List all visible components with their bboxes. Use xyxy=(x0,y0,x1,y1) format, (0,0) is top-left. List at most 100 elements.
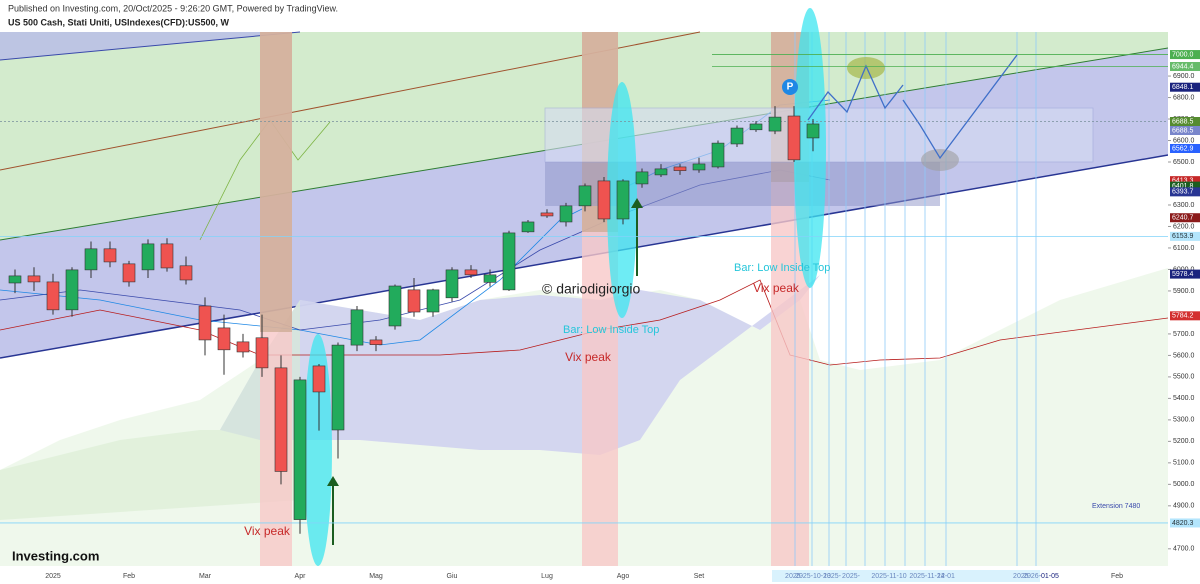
candle-body xyxy=(445,269,459,299)
candle-body xyxy=(8,275,22,284)
candle-body xyxy=(673,166,687,171)
candle-body xyxy=(407,289,421,313)
y-tick-label: 6300.0 xyxy=(1173,202,1195,209)
candle-body xyxy=(27,275,41,283)
price-label-box xyxy=(1170,518,1200,528)
plot-decor xyxy=(0,8,1169,566)
annotation: Bar: Low Inside Top xyxy=(563,324,659,336)
candle-body xyxy=(141,243,155,271)
price-label: 6413.3 xyxy=(1172,177,1194,184)
y-tick-label: 6500.0 xyxy=(1173,159,1195,166)
y-tick-label: 5000.0 xyxy=(1173,481,1195,488)
candle-body xyxy=(179,265,193,281)
price-label-box xyxy=(1170,143,1200,153)
price-label-box xyxy=(1170,181,1200,191)
y-tick-label: 6900.0 xyxy=(1173,73,1195,80)
candle-body xyxy=(692,163,706,171)
price-label: 6393.7 xyxy=(1172,189,1194,196)
annotation: © dariodigiorgio xyxy=(542,281,640,297)
x-tick-label: Lug xyxy=(541,573,553,580)
price-label-box xyxy=(1170,311,1200,321)
price-label: 4820.3 xyxy=(1172,520,1194,527)
candle-body xyxy=(559,205,573,223)
candle-body xyxy=(749,123,763,131)
x-tick-label: 2026-01-05 xyxy=(1023,573,1059,580)
candle-body xyxy=(711,142,725,168)
candle-body xyxy=(502,232,516,291)
candle-body xyxy=(312,365,326,393)
price-label-box xyxy=(1170,269,1200,279)
y-tick-label: 5600.0 xyxy=(1173,352,1195,359)
price-label-box xyxy=(1170,62,1200,72)
x-tick-label: Apr xyxy=(295,573,307,580)
candle-body xyxy=(426,289,440,313)
candle-body xyxy=(350,309,364,346)
price-label-box xyxy=(1170,50,1200,60)
candle-body xyxy=(787,115,801,161)
y-tick-label: 4900.0 xyxy=(1173,503,1195,510)
y-tick-label: 4700.0 xyxy=(1173,546,1195,553)
price-label: 5784.2 xyxy=(1172,313,1194,320)
price-label: 6240.7 xyxy=(1172,215,1194,222)
candle-body xyxy=(160,243,174,269)
future-range xyxy=(772,570,1040,582)
x-tick-label: Feb xyxy=(123,573,135,580)
price-label: 6153.9 xyxy=(1172,233,1194,240)
candle-body xyxy=(483,274,497,283)
x-tick-label: Feb xyxy=(1111,573,1123,580)
candle-body xyxy=(198,305,212,341)
x-tick-label: Set xyxy=(694,573,705,580)
x-tick-label: Ago xyxy=(617,573,630,580)
y-tick-label: 6100.0 xyxy=(1173,245,1195,252)
y-tick-label: 5200.0 xyxy=(1173,438,1195,445)
candle-body xyxy=(293,379,307,520)
candle-body xyxy=(255,337,269,369)
logo: Investing.com xyxy=(12,548,99,563)
price-label-box xyxy=(1170,176,1200,186)
price-label-box xyxy=(1170,231,1200,241)
price-label-box xyxy=(1170,117,1200,127)
annotation: Vix peak xyxy=(753,281,800,295)
candle-body xyxy=(635,171,649,185)
y-tick-label: 5900.0 xyxy=(1173,288,1195,295)
y-tick-label: 5100.0 xyxy=(1173,460,1195,467)
x-tick-label: 2025 xyxy=(45,573,61,580)
price-label: 7000.0 xyxy=(1172,51,1194,58)
candles xyxy=(8,106,820,534)
price-label-box xyxy=(1170,126,1200,136)
title: US 500 Cash, Stati Uniti, USIndexes(CFD)… xyxy=(8,17,230,27)
annotation: Bar: Low Inside Top xyxy=(734,262,830,274)
candle-body xyxy=(236,341,250,353)
price-label: 6401.8 xyxy=(1172,183,1194,190)
price-label: 6688.5 xyxy=(1172,127,1194,134)
annotation: Vix peak xyxy=(244,524,291,538)
y-tick-label: 6800.0 xyxy=(1173,94,1195,101)
candle-body xyxy=(331,344,345,431)
candle-body xyxy=(46,281,60,311)
price-label-box xyxy=(1170,187,1200,197)
candle-body xyxy=(768,116,782,132)
candle-body xyxy=(369,339,383,345)
marker: P xyxy=(787,82,794,93)
y-tick-label: 6600.0 xyxy=(1173,137,1195,144)
price-label: 6848.1 xyxy=(1172,84,1194,91)
y-tick-label: 5300.0 xyxy=(1173,417,1195,424)
annotation: Extension 7480 xyxy=(1092,503,1140,510)
candle-body xyxy=(540,212,554,217)
candle-body xyxy=(464,269,478,276)
candle-body xyxy=(122,263,136,283)
candle-body xyxy=(103,248,117,263)
x-tick-label: Giu xyxy=(447,573,458,580)
candle-body xyxy=(84,248,98,271)
y-tick-label: 6200.0 xyxy=(1173,223,1195,230)
candle-body xyxy=(65,269,79,311)
candle-body xyxy=(388,285,402,327)
y-tick-label: 5400.0 xyxy=(1173,395,1195,402)
price-label-box xyxy=(1170,82,1200,92)
candle-body xyxy=(616,180,630,220)
candle-body xyxy=(217,327,231,351)
price-label: 6944.4 xyxy=(1172,63,1194,70)
x-tick-label: Mag xyxy=(369,573,383,580)
candle-body xyxy=(521,221,535,233)
